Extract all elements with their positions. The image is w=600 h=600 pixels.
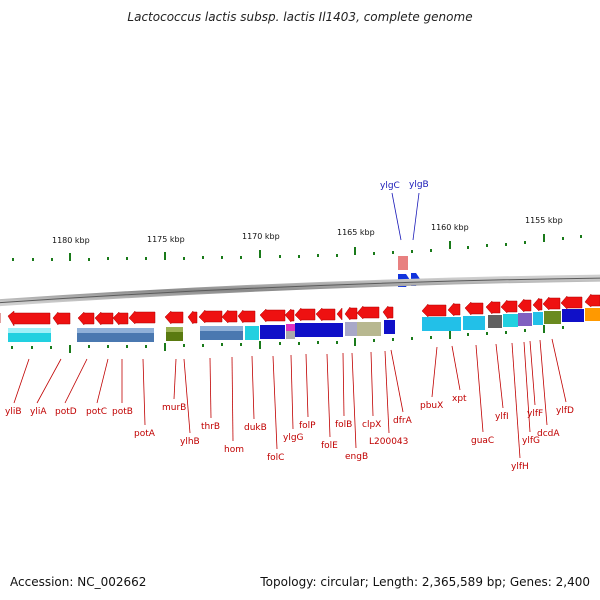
ylgC-feature	[398, 256, 408, 270]
scale-label-1165: 1165 kbp	[337, 228, 375, 237]
gene-label-engB: engB	[345, 452, 368, 462]
gene-label-ylfD: ylfD	[556, 406, 574, 416]
gene-label-ylgB: ylgB	[409, 180, 429, 190]
gene-label-yliA: yliA	[30, 407, 47, 417]
gene-label-hom: hom	[224, 445, 244, 455]
gene-label-ylfI: ylfI	[495, 412, 509, 422]
gene-label-dfrA: dfrA	[393, 416, 413, 426]
gene-label-potD: potD	[55, 407, 77, 417]
scale-label-1155: 1155 kbp	[525, 216, 563, 225]
gene-label-potB: potB	[112, 407, 133, 417]
gene-label-L200043: L200043	[369, 437, 408, 447]
gene-label-xpt: xpt	[452, 394, 467, 404]
scale-ticks	[12, 234, 582, 261]
gene-label-dcdA: dcdA	[537, 429, 560, 439]
blue-leader-lines	[391, 192, 420, 241]
scale-label-1175: 1175 kbp	[147, 235, 185, 244]
label-leader-lines	[13, 338, 567, 459]
gene-label-folP: folP	[299, 421, 316, 431]
genome-summary: Topology: circular; Length: 2,365,589 bp…	[260, 575, 590, 589]
gene-label-guaC: guaC	[471, 436, 494, 446]
feature-ticks	[11, 325, 564, 353]
map-title: Lactococcus lactis subsp. lactis Il1403,…	[127, 10, 473, 24]
forward-gene-arrows	[0, 293, 600, 327]
gene-label-clpX: clpX	[362, 420, 381, 430]
gene-label-dukB: dukB	[244, 423, 267, 433]
accession-label: Accession: NC_002662	[10, 575, 147, 589]
scale-label-1180: 1180 kbp	[52, 236, 90, 245]
gene-label-ylgG: ylgG	[283, 433, 304, 443]
gene-label-yliB: yliB	[5, 407, 22, 417]
gene-label-ylgC: ylgC	[380, 181, 400, 191]
gene-label-potA: potA	[134, 429, 156, 439]
scale-label-1170: 1170 kbp	[242, 232, 280, 241]
gene-label-murB: murB	[162, 403, 186, 413]
gene-label-ylhB: ylhB	[180, 437, 200, 447]
gene-label-thrB: thrB	[201, 422, 220, 432]
gene-label-potC: potC	[86, 407, 107, 417]
gene-label-pbuX: pbuX	[420, 401, 443, 411]
gene-label-folB: folB	[335, 420, 352, 430]
feature-bars	[8, 308, 600, 342]
gene-label-folE: folE	[321, 441, 338, 451]
genome-backbone	[0, 274, 600, 307]
gene-label-ylfF: ylfF	[527, 409, 543, 419]
gene-label-ylfG: ylfG	[522, 436, 540, 446]
scale-label-1160: 1160 kbp	[431, 223, 469, 232]
gene-label-folC: folC	[267, 453, 284, 463]
gene-label-ylfH: ylfH	[511, 462, 529, 472]
